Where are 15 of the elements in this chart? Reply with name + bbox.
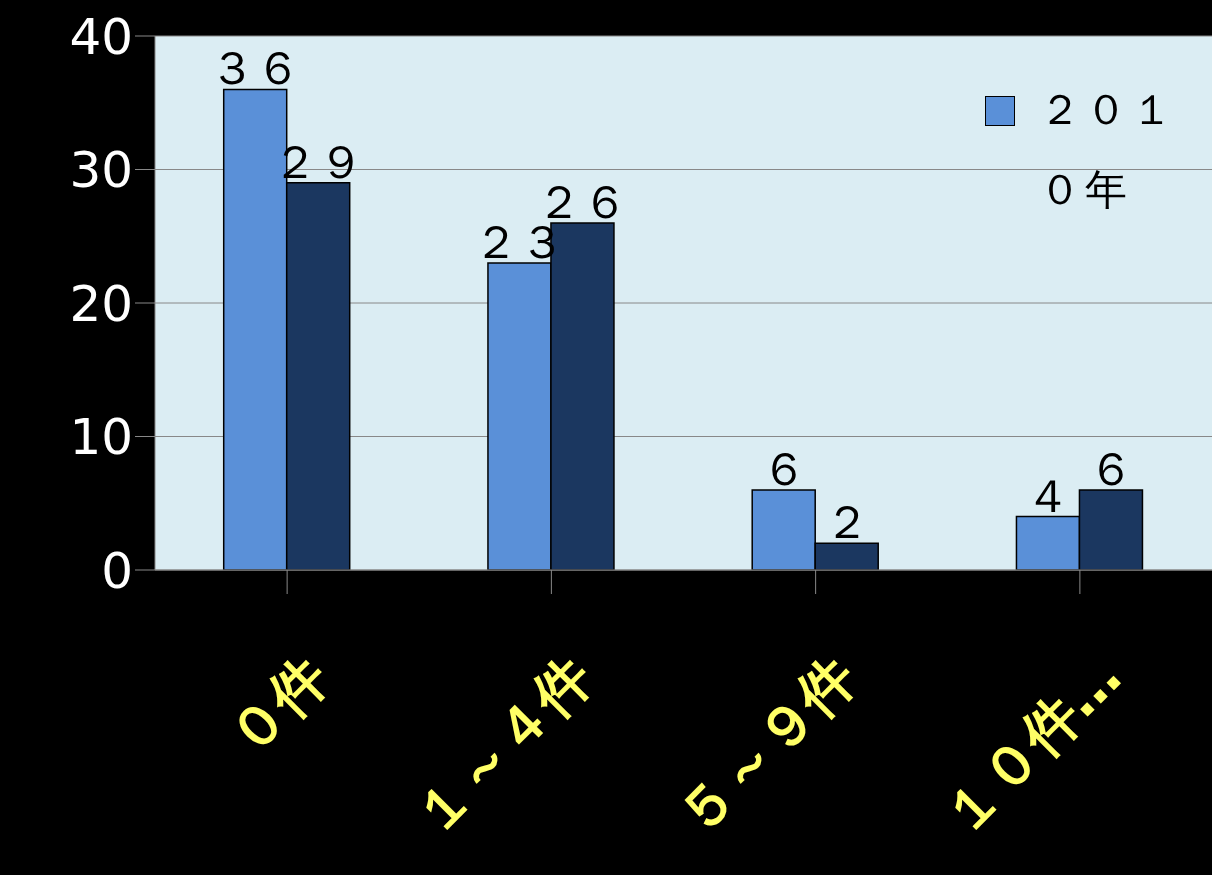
legend-label: ２０１０年 [1039,84,1178,216]
y-tick-label: 0 [101,541,133,600]
data-label: ３６ [209,41,302,96]
x-tick-label: ５～９件 [664,643,869,848]
x-tick-label: ０件 [215,643,341,769]
data-label: ６ [760,441,807,496]
x-tick-label: １０件… [928,643,1134,848]
data-label: ２ [823,495,870,550]
y-tick-label: 40 [69,7,133,66]
y-tick-label: 30 [69,141,133,200]
x-tick-label: １～４件 [400,643,605,848]
y-tick-label: 20 [69,274,133,333]
y-tick-label: 10 [69,408,133,467]
data-label: ４ [1024,468,1071,523]
data-label: ６ [1087,441,1134,496]
